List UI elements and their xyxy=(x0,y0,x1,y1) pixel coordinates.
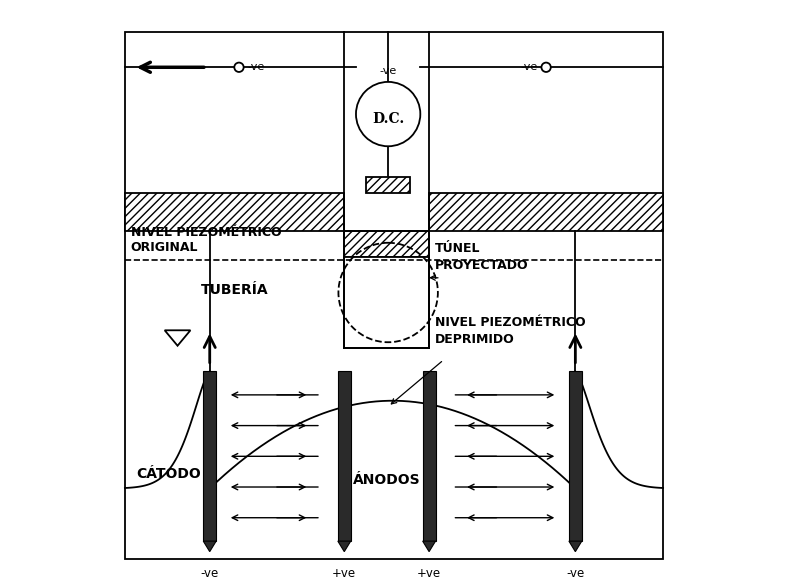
Text: ÁNODOS: ÁNODOS xyxy=(353,473,421,487)
Polygon shape xyxy=(569,371,582,541)
Text: +ve: +ve xyxy=(417,567,441,580)
Text: TUBERÍA: TUBERÍA xyxy=(201,283,269,297)
Circle shape xyxy=(234,63,243,72)
Text: CÁTODO: CÁTODO xyxy=(136,467,202,481)
Text: -ve: -ve xyxy=(247,62,265,73)
Polygon shape xyxy=(569,541,582,552)
Text: D.C.: D.C. xyxy=(372,112,404,126)
Text: -ve: -ve xyxy=(201,567,219,580)
Polygon shape xyxy=(338,541,351,552)
Polygon shape xyxy=(125,193,344,231)
Text: TÚNEL
PROYECTADO: TÚNEL PROYECTADO xyxy=(435,242,529,273)
Text: -ve: -ve xyxy=(380,66,397,77)
Polygon shape xyxy=(366,177,410,193)
Polygon shape xyxy=(422,371,436,541)
Text: -ve: -ve xyxy=(520,62,537,73)
Polygon shape xyxy=(344,257,429,348)
Text: NIVEL PIEZOMÉTRICO
DEPRIMIDO: NIVEL PIEZOMÉTRICO DEPRIMIDO xyxy=(435,316,585,346)
Polygon shape xyxy=(344,231,429,257)
Polygon shape xyxy=(422,541,436,552)
Polygon shape xyxy=(429,193,663,231)
Polygon shape xyxy=(203,371,216,541)
Polygon shape xyxy=(203,541,216,552)
Circle shape xyxy=(356,82,420,146)
Circle shape xyxy=(541,63,551,72)
Text: NIVEL PIEZOMÉTRICO
ORIGINAL: NIVEL PIEZOMÉTRICO ORIGINAL xyxy=(131,226,281,254)
Polygon shape xyxy=(338,371,351,541)
Text: -ve: -ve xyxy=(567,567,585,580)
Text: +ve: +ve xyxy=(333,567,356,580)
